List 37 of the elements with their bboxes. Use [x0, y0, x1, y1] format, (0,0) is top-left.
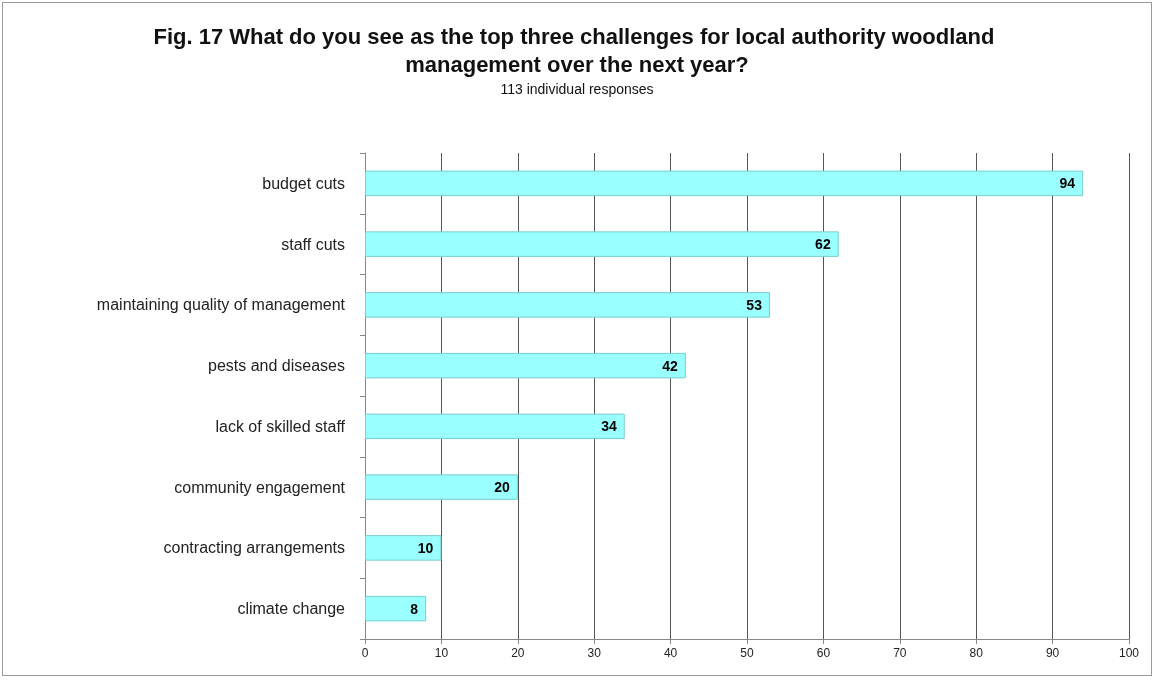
- x-tick-label: 40: [663, 646, 678, 660]
- x-tick-label: 30: [587, 646, 602, 660]
- y-tick-label: community engagement: [174, 478, 346, 496]
- x-tick-label: 20: [511, 646, 525, 660]
- x-tick-label: 80: [969, 646, 984, 660]
- data-label: 94: [1059, 175, 1076, 192]
- data-label: 53: [746, 296, 763, 313]
- data-label: 42: [662, 357, 679, 374]
- x-tick-label: 70: [893, 646, 907, 660]
- bar: [365, 595, 427, 622]
- chart-subtitle: 113 individual responses: [500, 81, 654, 97]
- y-tick-label: contracting arrangements: [163, 539, 345, 557]
- bar: [365, 413, 625, 440]
- y-tick-label: staff cuts: [281, 235, 345, 253]
- y-tick-label: lack of skilled staff: [215, 417, 346, 435]
- bar: [365, 170, 1084, 197]
- bar: [365, 292, 770, 318]
- bar: [365, 352, 686, 379]
- bar: [365, 474, 518, 500]
- y-tick-label: pests and diseases: [208, 357, 345, 375]
- y-tick-label: climate change: [237, 600, 346, 618]
- x-tick-label: 90: [1045, 646, 1060, 660]
- x-tick-label: 10: [434, 646, 449, 660]
- data-label: 62: [815, 236, 831, 253]
- x-tick-label: 60: [816, 646, 831, 660]
- bar: [365, 535, 442, 561]
- x-tick-label: 100: [1118, 646, 1140, 660]
- data-label: 8: [410, 600, 419, 617]
- y-tick-label: maintaining quality of management: [96, 296, 346, 314]
- bar: [365, 231, 839, 257]
- y-tick-label: budget cuts: [262, 174, 345, 192]
- x-tick-label: 50: [740, 646, 754, 660]
- chart-title: Fig. 17 What do you see as the top three challenges for local authority woodland management over the next year?: [153, 23, 1001, 77]
- data-label: 20: [494, 479, 511, 496]
- data-label: 10: [417, 539, 434, 556]
- data-label: 34: [601, 418, 617, 435]
- x-tick-label: 0: [361, 646, 369, 660]
